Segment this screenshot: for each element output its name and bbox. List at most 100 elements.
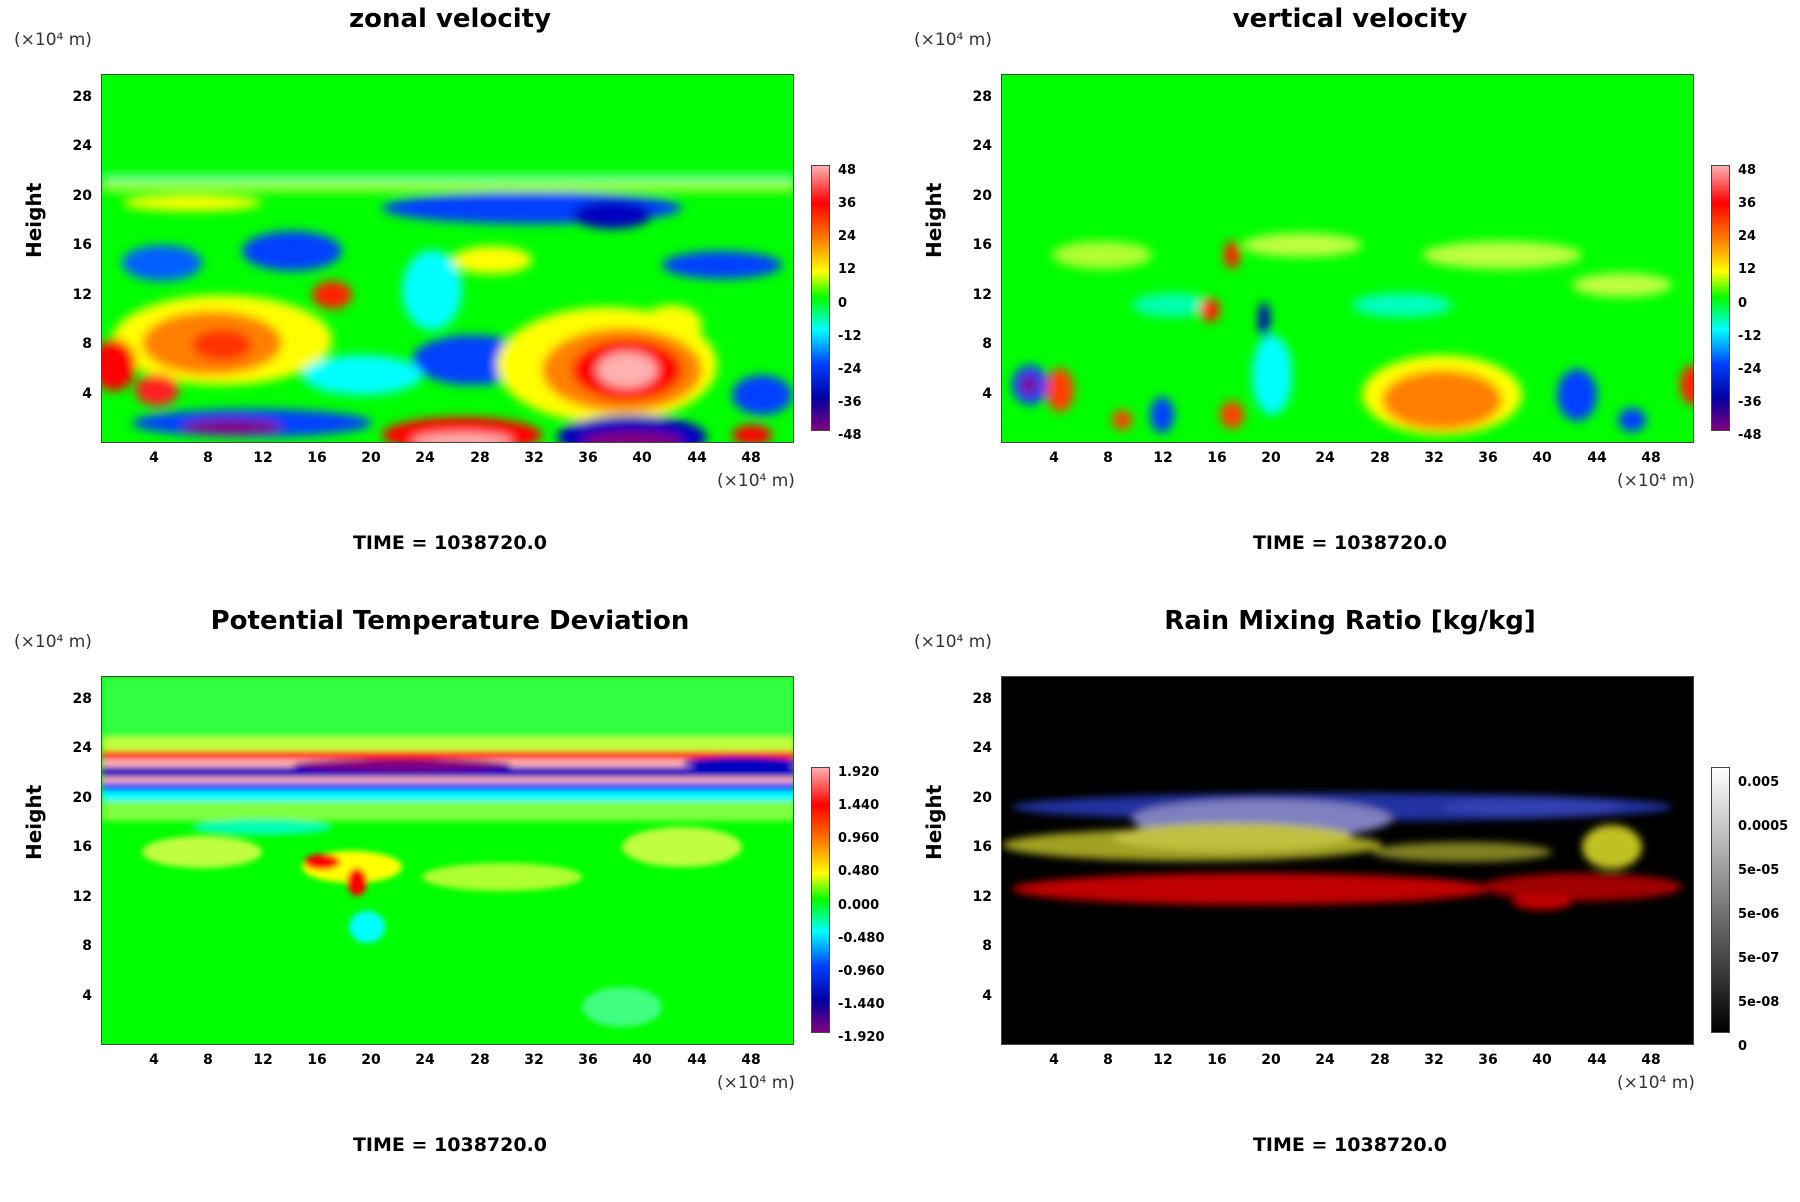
y-tick-label: 16 <box>972 237 992 253</box>
field-blob <box>1112 410 1132 430</box>
y-tick-label: 24 <box>972 740 992 756</box>
field-band-upper <box>102 175 793 181</box>
field-blob <box>582 431 682 442</box>
y-tick-label: 8 <box>82 336 92 352</box>
x-tick-label: 32 <box>524 450 544 466</box>
colorbar-label: 1.920 <box>838 765 880 780</box>
x-tick-label: 12 <box>1153 1052 1173 1068</box>
x-unit-label: (×10⁴ m) <box>717 1073 795 1093</box>
colorbar-label: 24 <box>838 229 857 244</box>
x-tick-label: 4 <box>1049 1052 1059 1068</box>
field-blob <box>1258 302 1270 338</box>
colorbar-label: 36 <box>838 196 857 211</box>
field-blob <box>1680 365 1693 405</box>
colorbar <box>811 767 830 1033</box>
field-blob <box>1112 823 1352 851</box>
colorbar-label: -0.960 <box>838 964 885 979</box>
x-tick-label: 4 <box>149 450 159 466</box>
colorbar <box>1711 767 1730 1033</box>
colorbar-label: 0 <box>1738 296 1748 311</box>
field-blob <box>1224 241 1240 269</box>
field-blob <box>422 863 582 891</box>
y-tick-label: 8 <box>982 336 992 352</box>
x-tick-label: 48 <box>1641 450 1661 466</box>
x-tick-label: 24 <box>415 1052 435 1068</box>
colorbar-label: -1.440 <box>838 997 885 1012</box>
colorbar-label: 0 <box>838 296 848 311</box>
y-tick-label: 24 <box>72 740 92 756</box>
y-tick-label: 12 <box>72 889 92 905</box>
y-tick-label: 28 <box>72 691 92 707</box>
panel-zonal-velocity: zonal velocity (×10⁴ m) Height <box>0 0 900 600</box>
colorbar-label: 24 <box>1738 229 1757 244</box>
colorbar-label: 36 <box>1738 196 1757 211</box>
x-tick-label: 28 <box>470 450 490 466</box>
field-blob <box>452 246 532 274</box>
y-axis-label: Height <box>22 784 46 860</box>
colorbar-label: -24 <box>838 362 862 377</box>
colorbar-label: 5e-06 <box>1738 907 1780 922</box>
time-label-text: TIME = 1038720.0 <box>1252 1134 1448 1156</box>
field-blob <box>1442 797 1622 817</box>
field-band <box>102 791 793 801</box>
field-blob <box>192 329 252 361</box>
y-tick-label: 16 <box>72 839 92 855</box>
y-tick-label: 24 <box>72 138 92 154</box>
x-tick-label: 12 <box>253 450 273 466</box>
x-tick-label: 20 <box>361 450 381 466</box>
colorbar-label: 5e-08 <box>1738 995 1780 1010</box>
y-tick-label: 4 <box>82 386 92 402</box>
x-tick-label: 40 <box>632 1052 652 1068</box>
x-tick-label: 8 <box>1103 450 1113 466</box>
field-blob <box>1052 241 1152 269</box>
y-tick-label: 28 <box>972 691 992 707</box>
colorbar-label: -0.480 <box>838 931 885 946</box>
colorbar-label: 48 <box>1738 163 1757 178</box>
field-blob <box>1572 273 1672 297</box>
heatmap-field <box>1002 75 1693 442</box>
field-blob <box>1557 369 1597 421</box>
heatmap-plot-area <box>101 676 794 1045</box>
x-tick-label: 8 <box>1103 1052 1113 1068</box>
field-band <box>102 801 793 821</box>
field-blob <box>135 374 179 406</box>
y-axis-label: Height <box>922 182 946 258</box>
field-blob <box>292 759 512 771</box>
field-blob <box>1021 375 1037 395</box>
field-blob <box>1482 873 1682 901</box>
y-tick-label: 12 <box>72 287 92 303</box>
colorbar-label: 0.0005 <box>1738 819 1789 834</box>
x-tick-label: 24 <box>1315 1052 1335 1068</box>
field-band <box>102 751 793 759</box>
field-blob <box>1352 293 1452 317</box>
field-blob <box>1618 408 1646 432</box>
x-tick-label: 48 <box>741 450 761 466</box>
colorbar-label: -12 <box>838 329 862 344</box>
colorbar-label: 48 <box>838 163 857 178</box>
colorbar-label: -12 <box>1738 329 1762 344</box>
x-tick-label: 44 <box>687 1052 707 1068</box>
colorbar-label: 0.005 <box>1738 775 1780 790</box>
field-blob <box>304 854 340 870</box>
field-blob <box>622 827 742 867</box>
x-tick-label: 32 <box>1424 1052 1444 1068</box>
y-tick-label: 8 <box>982 938 992 954</box>
colorbar-label: -1.920 <box>838 1030 885 1045</box>
colorbar <box>1711 165 1730 431</box>
x-tick-label: 48 <box>1641 1052 1661 1068</box>
field-blob <box>1012 873 1492 905</box>
field-blob <box>1252 335 1292 415</box>
x-tick-label: 8 <box>203 450 213 466</box>
colorbar-label: 12 <box>838 262 857 277</box>
colorbar-label: 12 <box>1738 262 1757 277</box>
colorbar-label: 1.440 <box>838 798 880 813</box>
heatmap-field <box>102 75 793 442</box>
x-tick-label: 36 <box>578 1052 598 1068</box>
heatmap-plot-area <box>1001 74 1694 443</box>
x-tick-label: 28 <box>470 1052 490 1068</box>
y-tick-label: 16 <box>972 839 992 855</box>
field-blob <box>1242 233 1362 257</box>
y-tick-label: 20 <box>72 188 92 204</box>
x-tick-label: 8 <box>203 1052 213 1068</box>
x-tick-label: 24 <box>1315 450 1335 466</box>
